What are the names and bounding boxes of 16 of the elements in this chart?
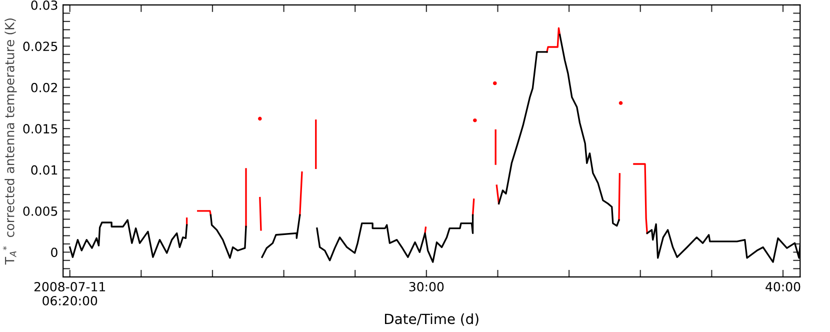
y-tick-label: 0 <box>51 248 58 258</box>
point <box>258 116 262 121</box>
y-tick-label: 0.005 <box>23 206 58 216</box>
y-tick-label: 0.025 <box>23 42 58 52</box>
point <box>492 81 497 86</box>
x-axis-title: Date/Time (d) <box>385 313 478 326</box>
point <box>473 118 477 122</box>
y-tick-label: 0.02 <box>31 82 57 92</box>
point <box>618 101 623 105</box>
x-tick-label: 2008-07-11 06:20:00 <box>34 282 106 306</box>
y-tick-label: 0.01 <box>31 165 58 175</box>
y-tick-label: 0.03 <box>31 0 58 10</box>
y-tick-label: 0.015 <box>23 124 58 134</box>
x-tick-label: 40:00 <box>766 282 800 292</box>
x-tick-label: 30:00 <box>409 282 444 292</box>
y-axis-title: T$_{A}$$^{*}$ corrected antenna temperature (K) <box>2 18 17 265</box>
